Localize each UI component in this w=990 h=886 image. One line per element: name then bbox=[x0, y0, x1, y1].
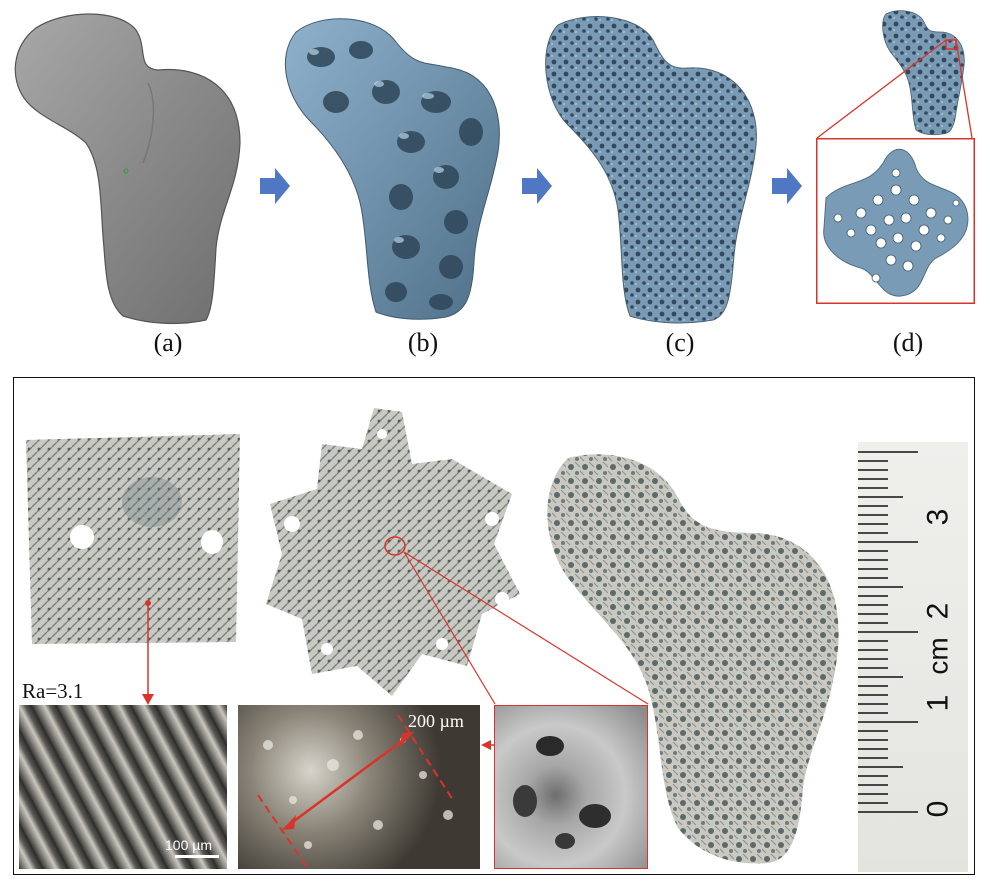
sem-pores bbox=[513, 736, 611, 849]
down-arrow-icon bbox=[142, 600, 154, 705]
lattice-zoom-image bbox=[816, 138, 975, 304]
coarse-scaffold-image bbox=[284, 18, 500, 320]
roughness-label: Ra=3.1 bbox=[22, 679, 84, 703]
cube-sample-photo bbox=[26, 434, 240, 644]
right-arrow-icon bbox=[260, 168, 290, 204]
sem-connector-lines bbox=[403, 551, 649, 705]
ruler-photo: 3 2 1 cm 0 bbox=[858, 442, 968, 872]
femur-sample-photo bbox=[547, 454, 839, 864]
ruler-unit: cm bbox=[922, 637, 954, 675]
zoom-connector-lines bbox=[816, 39, 973, 139]
caption-a: (a) bbox=[153, 328, 183, 357]
ruler-ticks bbox=[858, 451, 918, 813]
ruler-number-0: 0 bbox=[921, 800, 955, 818]
surface-micrograph-photo: 100 µm bbox=[19, 705, 227, 869]
micro-scale-label: 100 µm bbox=[165, 837, 212, 853]
right-arrow-icon bbox=[522, 168, 552, 204]
ruler-number-1: 1 bbox=[921, 694, 955, 712]
strut-micrograph-photo: 200 µm bbox=[238, 705, 480, 869]
fine-scaffold-image bbox=[545, 16, 757, 324]
femur-model-image bbox=[14, 13, 241, 325]
ruler-number-2: 2 bbox=[921, 602, 955, 620]
star-sample-photo bbox=[266, 408, 520, 696]
macro-scale-label: 200 µm bbox=[408, 711, 464, 731]
caption-c: (c) bbox=[665, 328, 695, 357]
scale-bar bbox=[175, 855, 219, 858]
caption-d: (d) bbox=[892, 328, 924, 357]
strut-measurement-overlay bbox=[257, 714, 454, 869]
sem-image bbox=[494, 705, 648, 869]
right-arrow-icon bbox=[772, 168, 802, 204]
ruler-number-3: 3 bbox=[921, 508, 955, 526]
caption-b: (b) bbox=[407, 328, 439, 357]
